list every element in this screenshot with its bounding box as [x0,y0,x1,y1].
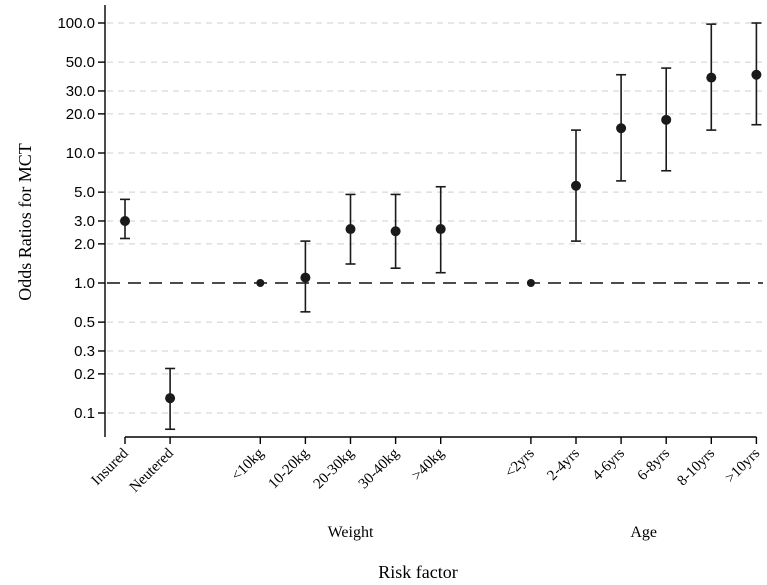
y-tick-label: 2.0 [74,236,95,253]
y-tick-label: 3.0 [74,213,95,230]
data-point [706,72,717,83]
y-tick-label: 50.0 [66,54,95,71]
x-tick-label: >40kg [409,445,448,484]
y-tick-label: 10.0 [66,145,95,162]
data-point [526,279,535,287]
data-point [300,272,311,283]
x-tick-label: Insured [89,445,132,488]
data-point [751,69,762,80]
x-tick-label: <2yrs [502,445,538,481]
y-tick-label: 0.3 [74,343,95,360]
data-point [390,226,401,237]
data-points [120,69,762,404]
y-axis-title: Odds Ratios for MCT [15,143,35,301]
data-point [165,393,176,404]
x-tick-label: 4-6yrs [590,445,629,484]
axes [98,5,758,444]
data-point [256,279,265,287]
y-tick-label: 20.0 [66,106,95,123]
data-point [120,215,130,226]
y-tick-label: 1.0 [74,275,95,292]
data-point [616,123,627,134]
data-point [571,180,581,191]
data-point [345,224,356,235]
x-tick-label: 6-8yrs [635,445,674,484]
x-tick-label: <10kg [229,445,268,484]
grid-lines [107,22,763,414]
group-label: Weight [328,524,374,541]
y-tick-label: 30.0 [66,83,95,100]
y-tick-label: 0.2 [74,366,95,383]
y-tick-label: 0.5 [74,314,95,331]
x-axis-title: Risk factor [378,562,457,582]
y-tick-label: 5.0 [74,184,95,201]
y-tick-label: 0.1 [74,405,95,422]
x-tick-label: >10yrs [722,445,763,486]
x-tick-label: 8-10yrs [674,445,718,489]
data-point [435,224,446,235]
y-tick-label: 100.0 [57,15,95,32]
x-tick-label: 10-20kg [266,445,313,492]
x-tick-label: 30-40kg [356,445,403,492]
group-label: Age [630,524,657,541]
data-point [661,114,672,125]
x-tick-label: 20-30kg [311,445,358,492]
y-tick-labels: 100.0 50.0 30.0 20.0 10.0 5.0 3.0 2.0 1.0 0.5 0.3 0… [57,15,95,422]
x-tick-label: 2-4yrs [544,445,583,484]
group-labels: Weight Age [328,524,657,541]
x-tick-label: Neutered [127,445,178,496]
